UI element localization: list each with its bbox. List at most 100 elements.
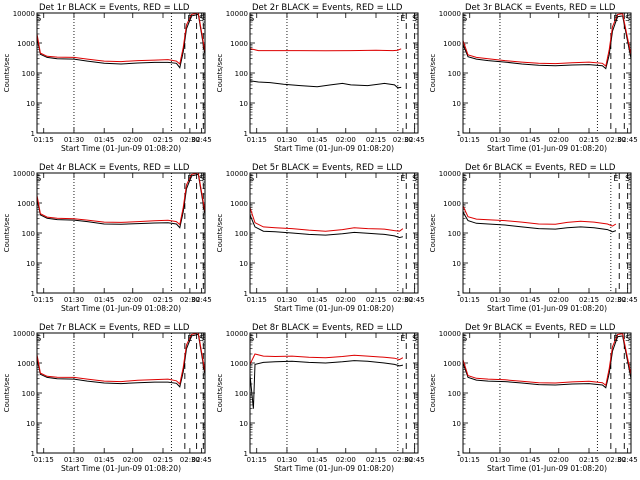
y-axis-label: Counts/sec: [3, 374, 11, 413]
x-tick-label: 01:15: [34, 456, 54, 464]
x-tick-label: 01:15: [34, 136, 54, 144]
y-axis-label: Counts/sec: [429, 374, 437, 413]
marker-s: S: [625, 174, 630, 183]
x-tick-label: 02:15: [579, 456, 599, 464]
marker-e: E: [613, 334, 618, 343]
x-tick-label: 01:45: [520, 136, 540, 144]
series-events: [462, 335, 632, 389]
y-tick-label: 1000: [17, 360, 35, 368]
marker-e: E: [400, 14, 405, 23]
x-tick-label: 02:30: [180, 296, 200, 304]
series-events: [462, 15, 632, 70]
y-tick-label: 1: [244, 450, 248, 458]
y-tick-label: 100: [22, 70, 35, 78]
x-tick-label: 01:30: [64, 456, 84, 464]
marker-s: S: [199, 174, 204, 183]
y-tick-label: 100: [448, 70, 461, 78]
x-tick-label: 02:30: [393, 136, 413, 144]
x-tick-label: 01:45: [307, 456, 327, 464]
marker-s: S: [625, 14, 630, 23]
y-tick-label: 10: [452, 100, 461, 108]
y-tick-label: 1: [457, 290, 461, 298]
x-tick-label: 02:00: [549, 456, 569, 464]
y-tick-label: 100: [235, 70, 248, 78]
x-tick-label: 02:00: [549, 136, 569, 144]
y-tick-label: 10000: [13, 170, 35, 178]
x-tick-label: 01:30: [64, 296, 84, 304]
series-events: [249, 360, 404, 409]
chart-panel-1: Det 1r BLACK = Events, RED = LLD Counts/s…: [3, 3, 212, 153]
y-tick-label: 10: [239, 260, 248, 268]
chart-panel-3: Det 3r BLACK = Events, RED = LLD Counts/s…: [429, 3, 638, 153]
x-tick-label: 01:15: [460, 136, 480, 144]
chart-panel-6: Det 6r BLACK = Events, RED = LLD Counts/s…: [429, 163, 638, 313]
x-tick-label: 02:45: [192, 456, 212, 464]
series-events: [36, 333, 206, 388]
y-tick-label: 10: [26, 420, 35, 428]
y-tick-label: 10: [452, 260, 461, 268]
x-tick-label: 01:45: [307, 296, 327, 304]
x-tick-label: 02:45: [405, 136, 425, 144]
chart-panel-5: Det 5r BLACK = Events, RED = LLD Counts/s…: [216, 163, 425, 313]
y-tick-label: 10000: [439, 10, 461, 18]
marker-e: E: [187, 334, 192, 343]
y-tick-label: 1000: [443, 40, 461, 48]
x-axis-label: Start Time (01-Jun-09 01:08:20): [487, 304, 607, 313]
x-axis-label: Start Time (01-Jun-09 01:08:20): [274, 304, 394, 313]
plot-frame: [462, 172, 632, 294]
plot-frame: [462, 332, 632, 454]
series-lld: [36, 12, 206, 65]
y-tick-label: 1000: [443, 200, 461, 208]
y-axis-label: Counts/sec: [429, 214, 437, 253]
y-tick-label: 100: [22, 390, 35, 398]
x-tick-label: 01:15: [34, 296, 54, 304]
x-tick-label: 02:00: [123, 456, 143, 464]
x-tick-label: 01:45: [307, 136, 327, 144]
x-tick-label: 02:45: [618, 456, 638, 464]
y-tick-label: 1000: [443, 360, 461, 368]
x-tick-label: 01:45: [520, 456, 540, 464]
x-tick-label: 02:00: [549, 296, 569, 304]
y-tick-label: 10000: [13, 330, 35, 338]
chart-panel-8: Det 8r BLACK = Events, RED = LLD Counts/s…: [216, 323, 425, 473]
series-lld: [36, 332, 206, 385]
y-tick-label: 1000: [17, 40, 35, 48]
x-tick-label: 01:15: [247, 136, 267, 144]
series-events: [462, 211, 617, 233]
x-axis-label: Start Time (01-Jun-09 01:08:20): [487, 144, 607, 153]
plot-frame: [462, 12, 632, 134]
series-lld: [462, 333, 632, 387]
y-tick-label: 10000: [439, 170, 461, 178]
x-tick-label: 01:45: [94, 296, 114, 304]
x-tick-label: 02:30: [180, 136, 200, 144]
chart-title: Det 8r BLACK = Events, RED = LLD: [252, 323, 403, 333]
x-tick-label: 01:15: [247, 456, 267, 464]
x-tick-label: 02:00: [123, 136, 143, 144]
x-tick-label: 02:45: [405, 456, 425, 464]
x-tick-label: 01:30: [277, 296, 297, 304]
x-axis-label: Start Time (01-Jun-09 01:08:20): [487, 464, 607, 473]
plot-frame: [36, 12, 206, 134]
x-tick-label: 01:30: [490, 296, 510, 304]
x-tick-label: 02:45: [192, 296, 212, 304]
x-tick-label: 02:00: [336, 296, 356, 304]
x-tick-label: 02:15: [366, 296, 386, 304]
y-tick-label: 1000: [230, 360, 248, 368]
x-tick-label: 02:30: [393, 456, 413, 464]
x-tick-label: 02:15: [366, 136, 386, 144]
y-tick-label: 100: [448, 230, 461, 238]
marker-s: S: [36, 174, 41, 183]
x-tick-label: 01:45: [94, 136, 114, 144]
y-axis-label: Counts/sec: [3, 54, 11, 93]
y-tick-label: 1: [244, 290, 248, 298]
y-tick-label: 1: [457, 450, 461, 458]
chart-panel-4: Det 4r BLACK = Events, RED = LLD Counts/s…: [3, 163, 212, 313]
series-lld: [249, 353, 404, 365]
y-axis-label: Counts/sec: [3, 214, 11, 253]
x-tick-label: 02:30: [393, 296, 413, 304]
y-tick-label: 10000: [439, 330, 461, 338]
chart-panel-9: Det 9r BLACK = Events, RED = LLD Counts/s…: [429, 323, 638, 473]
x-tick-label: 02:30: [606, 136, 626, 144]
y-tick-label: 1: [31, 130, 35, 138]
x-axis-label: Start Time (01-Jun-09 01:08:20): [61, 304, 181, 313]
